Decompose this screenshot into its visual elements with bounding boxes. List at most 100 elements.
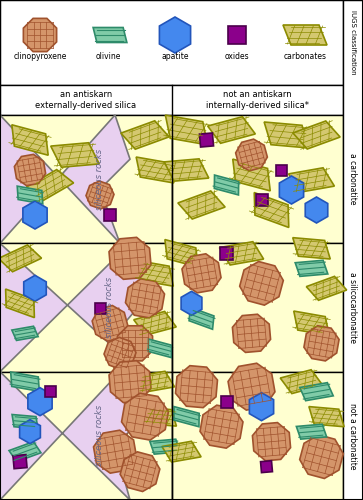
Polygon shape — [136, 260, 174, 286]
Text: IUGS classification: IUGS classification — [350, 10, 356, 75]
Polygon shape — [178, 191, 225, 219]
Text: clinopyroxene: clinopyroxene — [13, 52, 67, 61]
Polygon shape — [13, 454, 27, 468]
Bar — [343, 0, 363, 500]
Polygon shape — [11, 372, 39, 392]
Polygon shape — [200, 405, 243, 448]
Polygon shape — [135, 372, 175, 392]
Polygon shape — [252, 422, 290, 461]
Polygon shape — [236, 139, 268, 171]
Polygon shape — [304, 326, 339, 361]
Polygon shape — [280, 370, 323, 394]
Polygon shape — [176, 366, 217, 408]
Polygon shape — [26, 170, 74, 200]
Polygon shape — [118, 326, 152, 361]
Bar — [0, 0, 343, 85]
Text: olivine: olivine — [95, 52, 121, 61]
Polygon shape — [289, 168, 334, 192]
Polygon shape — [214, 175, 239, 195]
Polygon shape — [126, 279, 164, 318]
PathPatch shape — [0, 115, 130, 244]
Polygon shape — [293, 121, 340, 149]
Text: not a carbonatite: not a carbonatite — [348, 402, 358, 469]
Bar — [171, 372, 343, 500]
Polygon shape — [165, 240, 198, 267]
Polygon shape — [293, 238, 330, 259]
Polygon shape — [181, 292, 202, 316]
Text: siliceous rocks: siliceous rocks — [95, 406, 105, 466]
Polygon shape — [24, 276, 46, 301]
Bar — [171, 244, 343, 372]
Polygon shape — [104, 338, 136, 370]
Polygon shape — [232, 314, 270, 352]
Polygon shape — [28, 388, 52, 415]
Polygon shape — [104, 209, 116, 221]
Polygon shape — [309, 406, 344, 426]
Polygon shape — [122, 393, 168, 440]
Polygon shape — [150, 439, 180, 454]
Polygon shape — [240, 262, 283, 305]
Bar — [0, 372, 171, 500]
Text: carbonates: carbonates — [284, 52, 326, 61]
Polygon shape — [219, 242, 264, 265]
Polygon shape — [283, 25, 327, 45]
Polygon shape — [12, 125, 48, 155]
Polygon shape — [121, 121, 169, 149]
Text: a silicocarbonatite: a silicocarbonatite — [348, 272, 358, 343]
Polygon shape — [20, 420, 40, 444]
Polygon shape — [166, 115, 208, 145]
Text: a carbonatite: a carbonatite — [348, 154, 358, 205]
Polygon shape — [86, 181, 114, 209]
Polygon shape — [228, 26, 246, 44]
Polygon shape — [17, 186, 43, 204]
Polygon shape — [174, 406, 199, 426]
Polygon shape — [300, 382, 333, 400]
Polygon shape — [208, 116, 255, 143]
Polygon shape — [159, 17, 191, 53]
Polygon shape — [220, 247, 233, 260]
Polygon shape — [182, 254, 221, 293]
Polygon shape — [92, 306, 128, 341]
Polygon shape — [120, 452, 160, 492]
Polygon shape — [51, 143, 99, 167]
Text: siliceous rocks: siliceous rocks — [95, 148, 105, 210]
Polygon shape — [264, 122, 309, 148]
Polygon shape — [134, 312, 176, 335]
Polygon shape — [109, 360, 151, 403]
Polygon shape — [228, 363, 275, 410]
PathPatch shape — [0, 372, 140, 500]
Polygon shape — [93, 28, 127, 42]
Polygon shape — [136, 157, 174, 183]
Polygon shape — [280, 176, 303, 204]
Polygon shape — [305, 197, 328, 223]
Polygon shape — [9, 442, 41, 462]
Polygon shape — [23, 18, 57, 52]
Polygon shape — [109, 238, 151, 280]
Polygon shape — [261, 460, 273, 472]
Polygon shape — [249, 392, 274, 420]
Polygon shape — [300, 435, 343, 478]
Bar — [171, 115, 343, 244]
Polygon shape — [254, 192, 289, 228]
Polygon shape — [15, 154, 46, 186]
PathPatch shape — [0, 244, 155, 372]
Polygon shape — [94, 430, 136, 473]
Polygon shape — [233, 159, 270, 191]
Text: siliceous rocks: siliceous rocks — [106, 277, 114, 338]
Polygon shape — [189, 308, 214, 330]
Polygon shape — [296, 424, 327, 439]
Polygon shape — [12, 326, 38, 340]
Polygon shape — [162, 442, 201, 462]
Polygon shape — [306, 276, 347, 300]
Text: apatite: apatite — [161, 52, 189, 61]
Bar — [0, 85, 343, 115]
Polygon shape — [164, 159, 209, 181]
Polygon shape — [256, 194, 268, 206]
Polygon shape — [5, 289, 34, 318]
Bar — [0, 244, 171, 372]
Polygon shape — [143, 407, 176, 426]
Polygon shape — [276, 164, 287, 175]
Polygon shape — [45, 386, 56, 397]
Polygon shape — [220, 396, 232, 407]
Text: oxides: oxides — [225, 52, 249, 61]
